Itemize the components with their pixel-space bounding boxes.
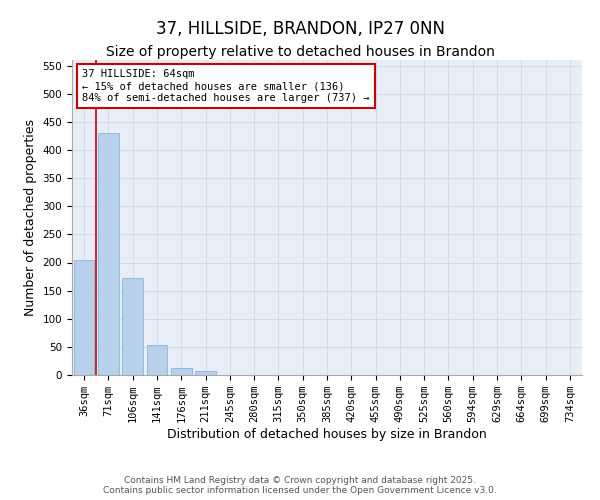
Bar xyxy=(122,278,143,375)
Bar xyxy=(146,345,167,375)
Text: Size of property relative to detached houses in Brandon: Size of property relative to detached ho… xyxy=(106,45,494,59)
Text: 37 HILLSIDE: 64sqm
← 15% of detached houses are smaller (136)
84% of semi-detach: 37 HILLSIDE: 64sqm ← 15% of detached hou… xyxy=(82,70,370,102)
Text: 37, HILLSIDE, BRANDON, IP27 0NN: 37, HILLSIDE, BRANDON, IP27 0NN xyxy=(155,20,445,38)
Y-axis label: Number of detached properties: Number of detached properties xyxy=(24,119,37,316)
Bar xyxy=(98,133,119,375)
Bar xyxy=(195,371,216,375)
Bar xyxy=(74,260,94,375)
X-axis label: Distribution of detached houses by size in Brandon: Distribution of detached houses by size … xyxy=(167,428,487,441)
Text: Contains HM Land Registry data © Crown copyright and database right 2025.
Contai: Contains HM Land Registry data © Crown c… xyxy=(103,476,497,495)
Bar xyxy=(171,368,191,375)
